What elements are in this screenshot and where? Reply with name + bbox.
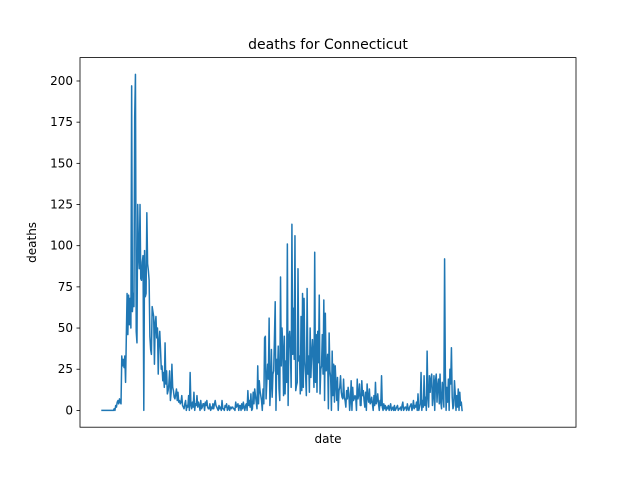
series-layer (101, 73, 463, 412)
y-tick-label: 100 (50, 239, 73, 253)
series-line-deaths (101, 73, 463, 412)
y-axis-ticks: 0 25 50 75 100 125 150 175 200 (50, 74, 80, 417)
y-axis-label: deaths (25, 222, 39, 263)
chart-title: deaths for Connecticut (248, 37, 408, 53)
y-tick-label: 200 (50, 74, 73, 88)
y-tick-label: 25 (58, 362, 73, 376)
y-tick-label: 125 (50, 198, 73, 212)
y-tick-label: 150 (50, 156, 73, 170)
plot-frame (79, 57, 577, 428)
y-tick-label: 0 (65, 403, 73, 417)
x-axis-label: date (314, 432, 341, 446)
y-tick-label: 175 (50, 115, 73, 129)
y-tick-label: 50 (58, 321, 73, 335)
y-tick-label: 75 (58, 280, 73, 294)
